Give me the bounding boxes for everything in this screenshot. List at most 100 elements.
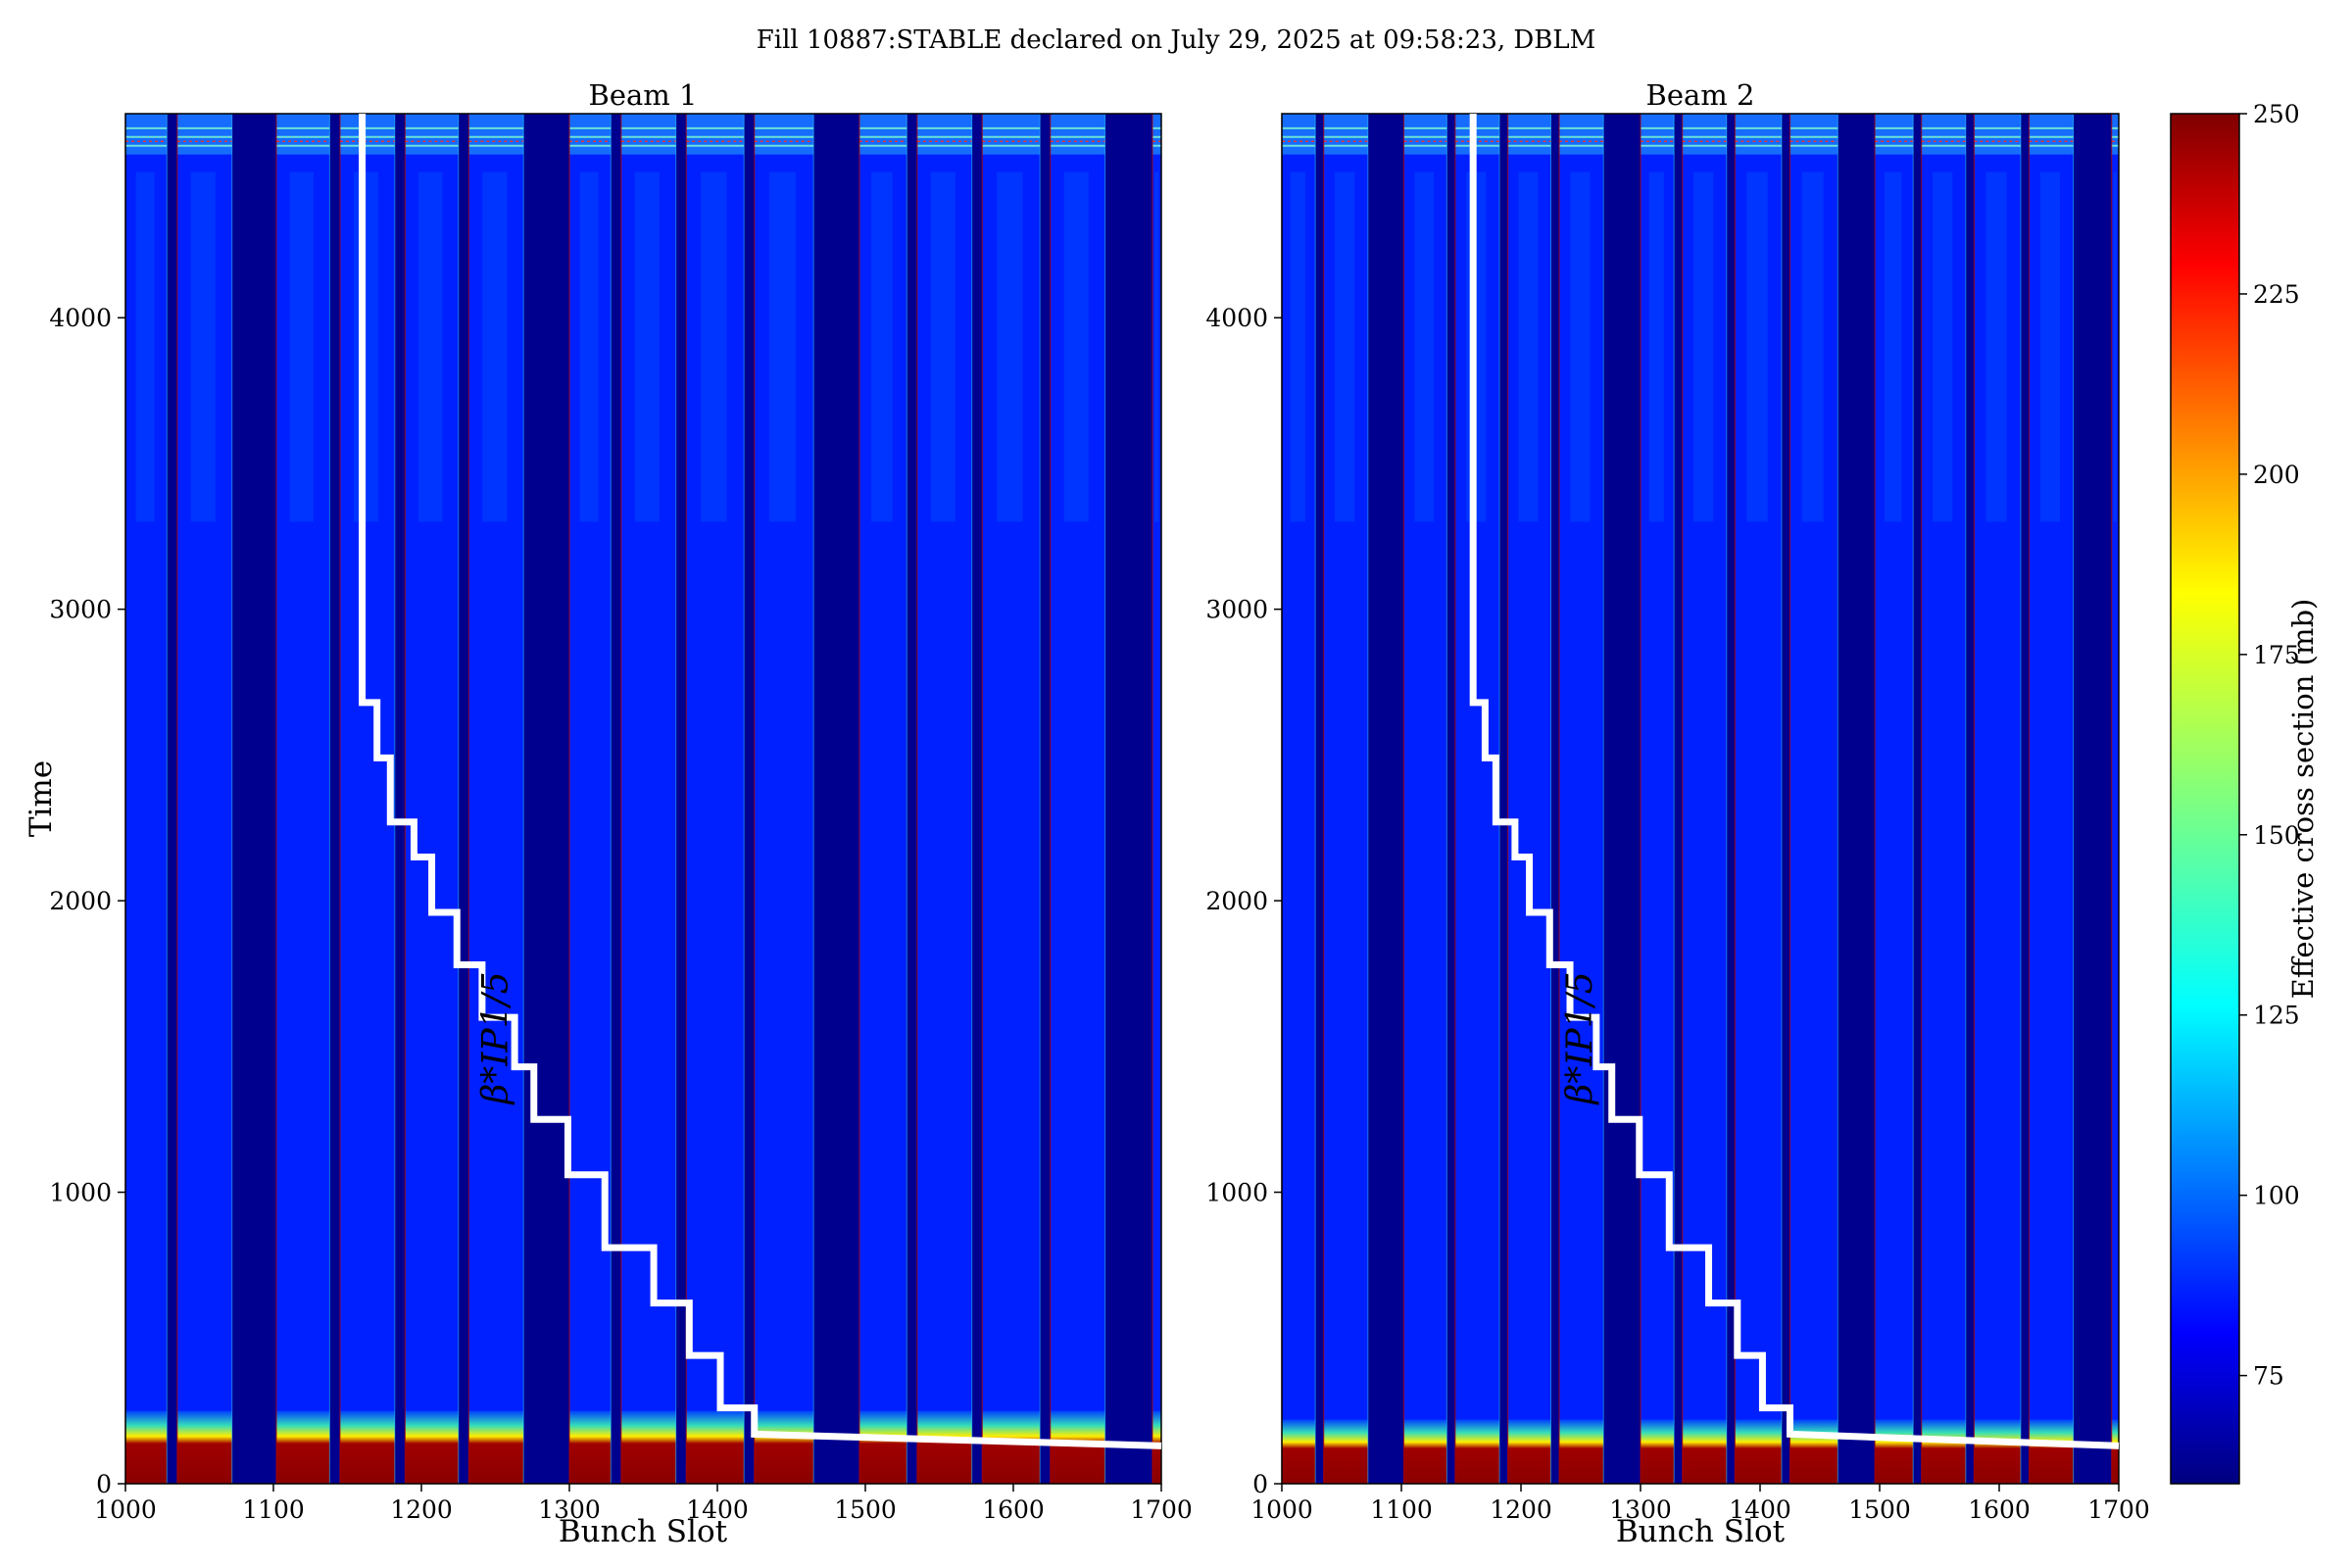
bunch-train-bottom-band [1559, 1419, 1604, 1484]
x-tick-label: 1200 [390, 1495, 453, 1524]
y-tick-label: 3000 [1205, 596, 1268, 624]
bunch-train [1454, 114, 1500, 1484]
bunch-train-top-band [468, 114, 524, 155]
bunch-train-top-band [1735, 114, 1782, 155]
bunch-train [1789, 114, 1838, 1484]
bunch-train-highlight [353, 172, 379, 522]
bunch-train [339, 114, 395, 1484]
colorbar-tick-label: 150 [2253, 821, 2300, 850]
bunch-train-highlight [1985, 172, 2007, 522]
y-tick-label: 4000 [1205, 304, 1268, 332]
colorbar-tick-label: 75 [2253, 1362, 2284, 1391]
bunch-train [916, 114, 972, 1484]
bunch-train-top-band [1282, 114, 1316, 155]
y-tick-label: 1000 [1205, 1179, 1268, 1207]
beta-star-annotation: β*IP1/5 [1560, 971, 1600, 1105]
y-tick-label: 0 [96, 1470, 112, 1498]
bunch-train-bottom-band [1454, 1419, 1500, 1484]
bunch-train-top-band [569, 114, 612, 155]
bunch-train [1921, 114, 1966, 1484]
x-tick-label: 1000 [94, 1495, 157, 1524]
bunch-train-top-band [1454, 114, 1500, 155]
bunch-train-bottom-band [1974, 1419, 2021, 1484]
bunch-train-highlight [1570, 172, 1591, 522]
bunch-train [1682, 114, 1727, 1484]
beam1-y-ticks: 0 1000 2000 3000 4000 [49, 304, 125, 1498]
bunch-train-highlight [1414, 172, 1435, 522]
beam2-x-ticks: 1000 1100 1200 1300 1400 1500 1600 1700 [1250, 1484, 2150, 1524]
bunch-train-highlight [289, 172, 315, 522]
y-tick-label: 3000 [49, 596, 112, 624]
bunch-train-top-band [405, 114, 459, 155]
y-tick-label: 0 [1252, 1470, 1268, 1498]
colorbar-tick-label: 175 [2253, 641, 2300, 669]
bunch-train [125, 114, 168, 1484]
bunch-train-top-band [916, 114, 972, 155]
bunch-train-top-band [1641, 114, 1675, 155]
bunch-train-bottom-band [916, 1410, 972, 1484]
x-tick-label: 1400 [1729, 1495, 1791, 1524]
y-tick-label: 1000 [49, 1179, 112, 1207]
bunch-train-bottom-band [125, 1410, 168, 1484]
colorbar-tick-label: 200 [2253, 461, 2300, 489]
beam1-panel: Beam 1 β*IP1/5 1000 1100 1200 1300 1400 1500 1… [24, 78, 1193, 1549]
bunch-train-highlight [1746, 172, 1768, 522]
bunch-train-bottom-band [2111, 1419, 2119, 1484]
bunch-train-bottom-band [569, 1410, 612, 1484]
bunch-train-bottom-band [1323, 1419, 1368, 1484]
bunch-train-top-band [1323, 114, 1368, 155]
bunch-train-top-band [1559, 114, 1604, 155]
colorbar-ticks: 75 100 125 150 175 200 225 250 [2239, 100, 2300, 1391]
x-tick-label: 1000 [1250, 1495, 1313, 1524]
axes-frame [1281, 113, 2120, 1485]
bunch-train [1641, 114, 1675, 1484]
bunch-train-top-band [176, 114, 232, 155]
beam1-x-ticks: 1000 1100 1200 1300 1400 1500 1600 1700 [94, 1484, 1193, 1524]
bunch-train [1974, 114, 2021, 1484]
bunch-train-highlight [1154, 172, 1159, 522]
bunch-train-highlight [417, 172, 443, 522]
x-tick-label: 1200 [1490, 1495, 1552, 1524]
beam1-overlay: β*IP1/5 [359, 114, 1162, 1449]
y-tick-label: 2000 [1205, 887, 1268, 915]
bunch-train-top-band [2029, 114, 2074, 155]
bunch-train-highlight [190, 172, 216, 522]
bunch-train-top-band [754, 114, 814, 155]
bunch-train [1050, 114, 1105, 1484]
bunch-train [1735, 114, 1782, 1484]
x-tick-label: 1100 [1370, 1495, 1433, 1524]
bunch-train-top-band [686, 114, 745, 155]
bunch-train-bottom-band [405, 1410, 459, 1484]
beam1-title: Beam 1 [589, 78, 698, 112]
bunch-train-top-band [1921, 114, 1966, 155]
x-tick-label: 1500 [1848, 1495, 1911, 1524]
bunch-train [1559, 114, 1604, 1484]
bunch-train-bottom-band [1875, 1419, 1914, 1484]
bunch-train-top-band [1403, 114, 1447, 155]
bunch-train-bottom-band [339, 1410, 395, 1484]
colorbar-label: Effective cross section (mb) [2286, 599, 2320, 1000]
bunch-train-highlight [1334, 172, 1355, 522]
bunch-train-top-band [1507, 114, 1551, 155]
x-tick-label: 1400 [686, 1495, 749, 1524]
bunch-train-bottom-band [754, 1410, 814, 1484]
bunch-train [276, 114, 330, 1484]
bunch-train [569, 114, 612, 1484]
y-tick-label: 2000 [49, 887, 112, 915]
bunch-train [620, 114, 676, 1484]
bunch-train-bottom-band [1641, 1419, 1675, 1484]
bunch-train [405, 114, 459, 1484]
bunch-train [1875, 114, 1914, 1484]
bunch-train-bottom-band [1403, 1419, 1447, 1484]
bunch-train [982, 114, 1041, 1484]
bunch-train-bottom-band [276, 1410, 330, 1484]
bunch-train-highlight [1063, 172, 1089, 522]
bunch-train [1282, 114, 1316, 1484]
beam1-x-axis-label: Bunch Slot [559, 1514, 728, 1549]
bunch-train-highlight [135, 172, 155, 522]
bunch-train-bottom-band [468, 1410, 524, 1484]
x-tick-label: 1600 [982, 1495, 1045, 1524]
x-tick-label: 1300 [538, 1495, 601, 1524]
colorbar-tick-label: 100 [2253, 1182, 2300, 1210]
bunch-train-top-band [1152, 114, 1161, 155]
